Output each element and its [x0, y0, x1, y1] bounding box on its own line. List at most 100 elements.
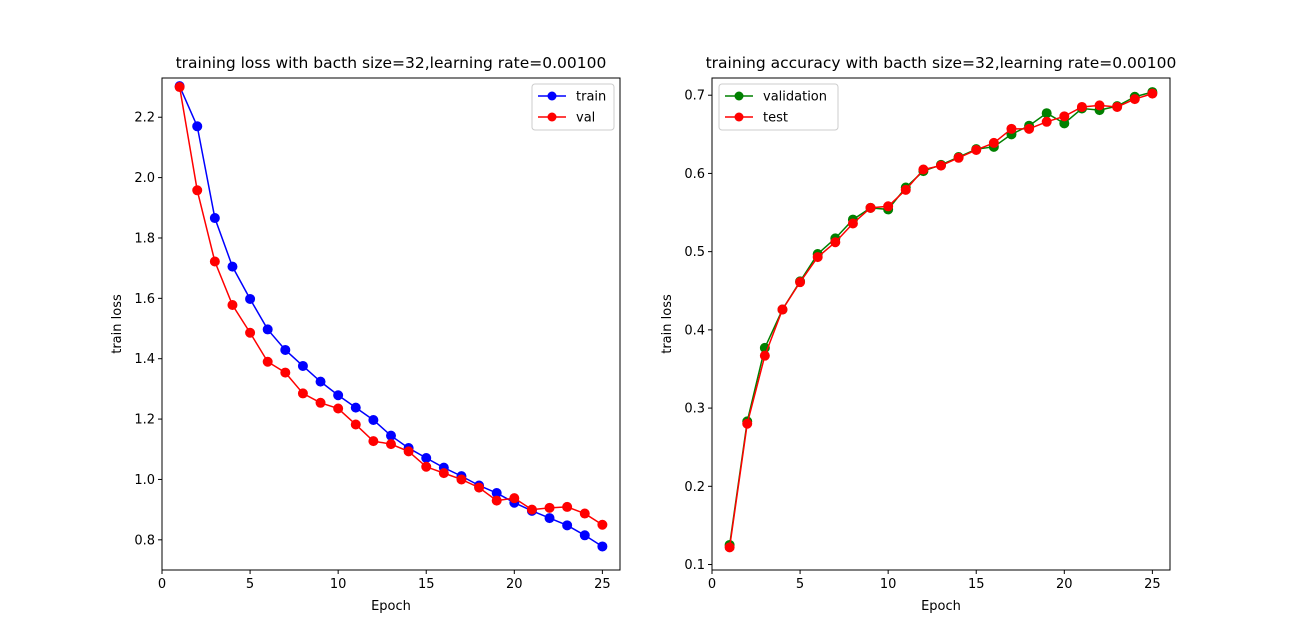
- data-point-train: [280, 344, 291, 355]
- data-point-train: [209, 213, 220, 224]
- data-point-val: [297, 388, 308, 399]
- data-point-test: [865, 202, 876, 213]
- plot-frame: [711, 77, 1171, 571]
- data-point-val: [262, 356, 273, 367]
- data-point-train: [333, 390, 344, 401]
- y-axis-label: train loss: [110, 294, 125, 354]
- data-point-test: [742, 418, 753, 429]
- data-point-train: [386, 430, 396, 441]
- legend-marker-val: [547, 112, 557, 122]
- y-tick-label: 1.6: [134, 292, 155, 307]
- data-point-test: [812, 252, 823, 263]
- data-point-test: [1112, 101, 1123, 112]
- data-point-test: [936, 160, 946, 171]
- accuracy-chart: training accuracy with bacth size=32,lea…: [660, 54, 1176, 614]
- x-axis-label: Epoch: [921, 599, 961, 614]
- data-point-test: [1059, 111, 1070, 122]
- data-point-val: [280, 367, 291, 378]
- legend-label-val: val: [576, 111, 595, 126]
- data-point-val: [456, 474, 467, 485]
- y-tick-label: 2.0: [134, 171, 155, 186]
- legend-marker-train: [547, 91, 557, 101]
- data-point-train: [192, 121, 203, 132]
- data-point-test: [883, 201, 894, 212]
- x-tick-label: 0: [708, 577, 716, 592]
- y-axis-label: train loss: [660, 294, 675, 354]
- data-point-test: [795, 277, 806, 288]
- x-tick-label: 20: [1056, 577, 1073, 592]
- data-point-val: [368, 436, 379, 447]
- data-point-val: [579, 508, 590, 519]
- data-point-train: [597, 541, 608, 552]
- plot-frame: [161, 77, 621, 571]
- data-point-val: [438, 468, 449, 479]
- legend-label-validation: validation: [763, 90, 827, 105]
- legend-label-test: test: [763, 111, 788, 126]
- y-tick-label: 0.6: [684, 167, 705, 182]
- data-point-val: [403, 446, 414, 457]
- x-tick-label: 25: [594, 577, 611, 592]
- data-point-val: [526, 504, 537, 515]
- data-point-train: [421, 453, 432, 464]
- y-tick-label: 2.2: [134, 111, 155, 126]
- x-tick-label: 15: [968, 577, 985, 592]
- data-point-test: [777, 304, 788, 315]
- data-point-val: [350, 419, 361, 430]
- y-tick-label: 1.4: [134, 352, 155, 367]
- y-tick-label: 1.8: [134, 231, 155, 246]
- data-point-train: [579, 530, 590, 541]
- loss-chart: training loss with bacth size=32,learnin…: [110, 54, 621, 614]
- y-tick-label: 0.8: [134, 533, 155, 548]
- data-point-test: [724, 542, 735, 553]
- x-tick-label: 25: [1144, 577, 1161, 592]
- x-tick-label: 10: [330, 577, 347, 592]
- x-tick-label: 20: [506, 577, 523, 592]
- chart-title: training loss with bacth size=32,learnin…: [176, 54, 607, 72]
- y-tick-label: 1.2: [134, 413, 155, 428]
- data-point-val: [209, 256, 220, 267]
- data-point-val: [509, 493, 520, 504]
- data-point-test: [847, 218, 858, 229]
- legend-marker-test: [734, 112, 744, 122]
- data-point-test: [759, 350, 770, 361]
- data-point-train: [315, 376, 326, 387]
- data-point-val: [245, 327, 256, 338]
- data-point-test: [900, 184, 911, 195]
- legend-label-train: train: [576, 90, 606, 105]
- y-tick-label: 0.4: [684, 323, 705, 338]
- data-point-test: [1024, 123, 1035, 134]
- data-point-test: [1129, 94, 1140, 105]
- x-axis-label: Epoch: [371, 599, 411, 614]
- data-point-val: [474, 482, 485, 493]
- x-tick-label: 5: [796, 577, 804, 592]
- data-point-validation: [1041, 108, 1052, 119]
- data-point-test: [971, 144, 982, 155]
- y-tick-label: 0.7: [684, 89, 705, 104]
- data-point-test: [1076, 101, 1087, 112]
- x-tick-label: 5: [246, 577, 254, 592]
- legend-marker-validation: [734, 91, 744, 101]
- data-point-val: [333, 403, 344, 414]
- data-point-test: [988, 137, 999, 148]
- data-point-train: [245, 293, 256, 304]
- data-point-train: [562, 520, 573, 531]
- data-point-test: [830, 237, 841, 248]
- y-tick-label: 0.5: [684, 245, 705, 260]
- data-point-val: [421, 461, 432, 472]
- x-tick-label: 10: [880, 577, 897, 592]
- data-point-val: [562, 501, 573, 512]
- x-tick-label: 0: [158, 577, 166, 592]
- data-point-test: [953, 152, 964, 163]
- chart-title: training accuracy with bacth size=32,lea…: [706, 54, 1177, 72]
- data-point-val: [192, 185, 203, 196]
- data-point-test: [1006, 123, 1017, 134]
- y-tick-label: 0.2: [684, 480, 705, 495]
- data-point-train: [350, 402, 361, 413]
- y-tick-label: 1.0: [134, 473, 155, 488]
- data-point-val: [315, 397, 326, 408]
- data-point-train: [297, 360, 308, 371]
- data-point-train: [368, 414, 379, 425]
- data-point-test: [1041, 116, 1052, 127]
